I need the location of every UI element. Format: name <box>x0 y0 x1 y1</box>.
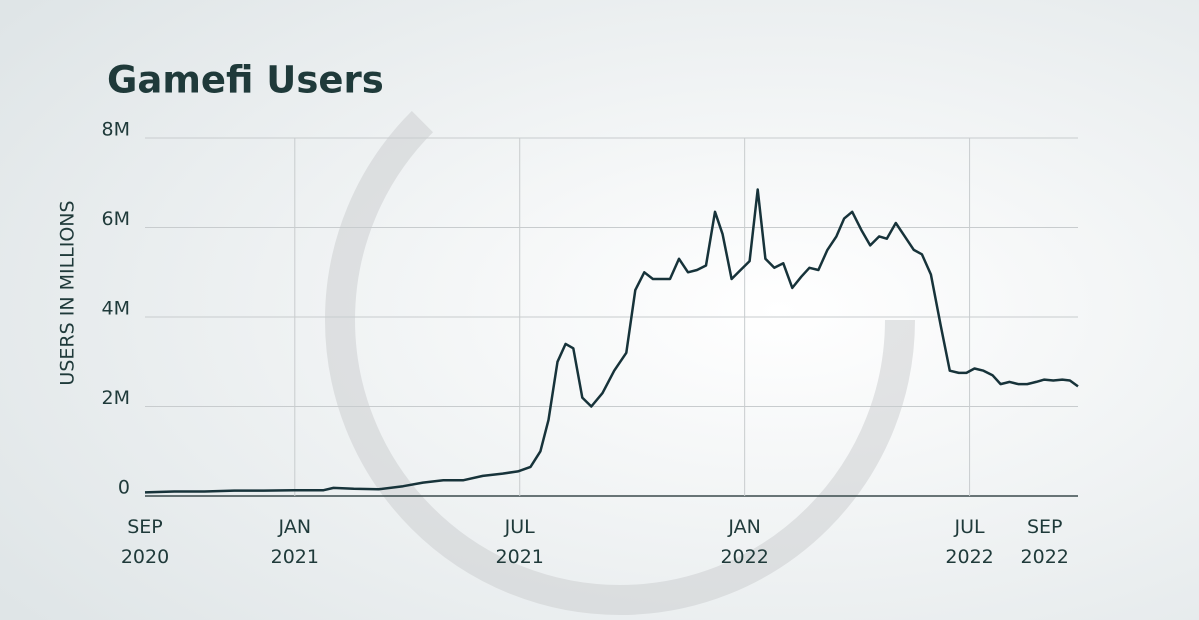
x-tick-label: JUL 2021 <box>496 516 544 568</box>
y-tick-label: 8M <box>102 119 130 141</box>
x-tick-label: JUL 2022 <box>945 516 993 568</box>
line-series <box>144 188 1079 494</box>
x-tick-label: JAN 2022 <box>720 516 768 568</box>
y-axis-label: USERS IN MILLIONS <box>57 200 79 385</box>
y-tick-label: 0 <box>118 477 130 499</box>
watermark <box>325 25 915 615</box>
y-tick-label: 4M <box>102 298 130 320</box>
y-tick-label: 2M <box>102 387 130 409</box>
x-tick-label: SEP 2022 <box>1021 516 1069 568</box>
x-tick-label: SEP 2020 <box>121 516 169 568</box>
chart-title: Gamefi Users <box>107 59 384 102</box>
x-tick-label: JAN 2021 <box>271 516 319 568</box>
y-tick-label: 6M <box>102 208 130 230</box>
